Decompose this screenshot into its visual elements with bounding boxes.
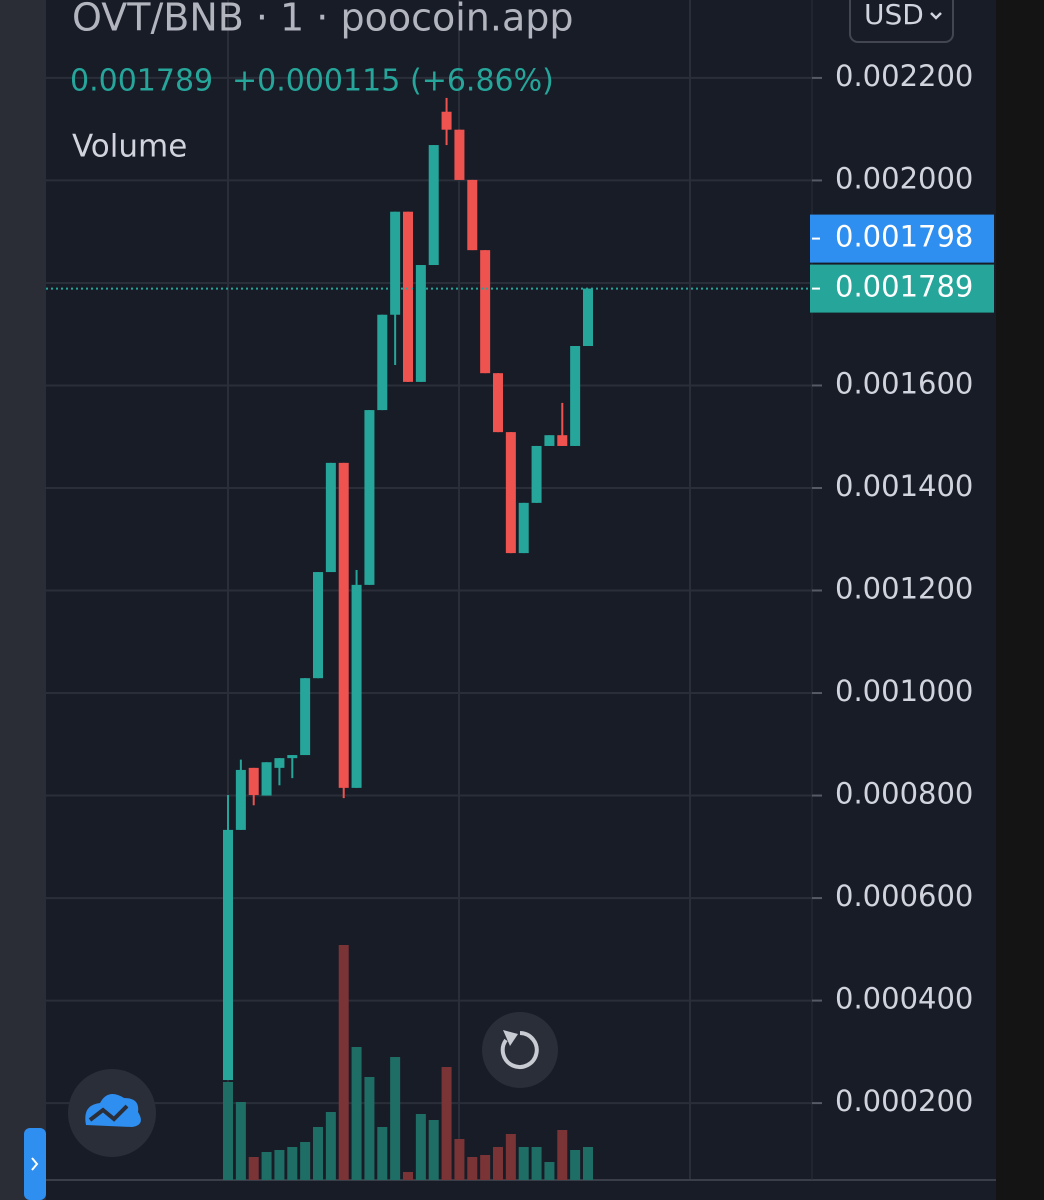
left-panel — [0, 0, 46, 1200]
candle-layer — [223, 97, 593, 1081]
volume-bar — [223, 1082, 233, 1180]
volume-bar — [364, 1077, 375, 1180]
candle-body — [300, 678, 311, 756]
y-tick-label: 0.001200 — [835, 572, 973, 606]
y-tick-label: 0.000800 — [835, 777, 973, 811]
y-tick-label: 0.002000 — [835, 161, 973, 195]
volume-bar — [493, 1147, 503, 1180]
change-text: +0.000115 — [232, 64, 400, 99]
side-tab[interactable] — [24, 1128, 46, 1200]
volume-bar — [544, 1162, 555, 1180]
volume-bar — [248, 1157, 259, 1180]
volume-bar — [441, 1067, 452, 1180]
mark-price-label: 0.001798 — [835, 220, 973, 254]
side-tab-arrow — [31, 1157, 39, 1171]
candle-body — [223, 829, 233, 1081]
volume-bar — [505, 1134, 516, 1180]
right-panel — [996, 0, 1044, 1200]
volume-bar — [570, 1150, 581, 1180]
volume-bar — [313, 1127, 323, 1180]
volume-bar — [467, 1157, 478, 1180]
last-price-text: 0.001789 — [70, 64, 213, 99]
mark-price-badge — [810, 214, 994, 263]
candle-body — [351, 584, 362, 788]
volume-bar — [351, 1047, 362, 1180]
candle-body — [248, 767, 259, 796]
candle-body — [570, 346, 581, 446]
candle-body — [390, 211, 401, 315]
candle-body — [480, 250, 491, 374]
candle-body — [287, 755, 298, 759]
reset-icon-arrow — [503, 1030, 518, 1046]
volume-label: Volume — [72, 129, 187, 165]
candle-body — [428, 145, 439, 266]
candle-body — [441, 111, 452, 130]
candle-body — [377, 314, 388, 411]
volume-bar — [325, 1112, 336, 1180]
volume-bar — [557, 1130, 568, 1180]
candle-body — [531, 445, 542, 503]
candle-body — [544, 435, 555, 446]
price-axis: 0.000200 0.000400 0.000600 0.000800 0.001000… — [46, 59, 994, 1118]
logo-line — [88, 1104, 129, 1122]
volume-bar — [287, 1147, 298, 1180]
candle-body — [583, 288, 593, 347]
volume-bar — [235, 1102, 246, 1180]
candle-body — [454, 129, 465, 180]
candle-body — [518, 502, 529, 554]
candle-body — [415, 265, 426, 382]
candle-body — [505, 432, 516, 554]
currency-button[interactable] — [849, 0, 954, 43]
volume-bar — [338, 945, 349, 1180]
y-tick-label: 0.000200 — [835, 1084, 973, 1118]
reset-icon — [500, 1031, 539, 1069]
y-tick-label: 0.002200 — [835, 59, 973, 93]
volume-bar — [480, 1155, 491, 1180]
candle-body — [403, 211, 413, 382]
volume-bar — [261, 1152, 272, 1180]
last-price-label: 0.001789 — [835, 270, 973, 304]
chart-title: OVT/BNB · 1 · poocoin.app — [72, 0, 573, 40]
grid — [46, 0, 812, 1180]
candle-body — [557, 435, 568, 446]
y-tick-label: 0.001400 — [835, 469, 973, 503]
candle-body — [313, 572, 323, 679]
volume-bar — [403, 1172, 413, 1180]
logo-cloud — [85, 1094, 141, 1127]
reset-button[interactable] — [482, 1012, 558, 1088]
volume-bar — [274, 1150, 285, 1180]
y-tick-label: 0.001600 — [835, 366, 973, 400]
y-tick-label: 0.001000 — [835, 674, 973, 708]
currency-caret — [930, 12, 942, 20]
candle-body — [364, 410, 375, 585]
volume-bar — [390, 1057, 401, 1180]
volume-bar — [518, 1147, 529, 1180]
candle-body — [261, 762, 272, 796]
y-tick-label: 0.000600 — [835, 879, 973, 913]
volume-bar — [454, 1139, 465, 1180]
last-price-badge — [810, 264, 994, 313]
volume-bar — [377, 1127, 388, 1180]
volume-bar — [300, 1142, 311, 1180]
candle-body — [325, 462, 336, 573]
volume-bar — [415, 1114, 426, 1180]
candle-body — [493, 373, 503, 433]
y-tick-label: 0.000400 — [835, 982, 973, 1016]
candle-body — [338, 462, 349, 788]
currency-text[interactable]: USD — [864, 0, 924, 31]
candle-body — [467, 179, 478, 251]
candle-body — [235, 769, 246, 830]
volume-bar — [531, 1147, 542, 1180]
candle-body — [274, 758, 285, 768]
volume-layer — [223, 945, 593, 1180]
volume-bar — [428, 1120, 439, 1180]
volume-bar — [583, 1147, 593, 1180]
change-pct-text: (+6.86%) — [410, 64, 554, 99]
